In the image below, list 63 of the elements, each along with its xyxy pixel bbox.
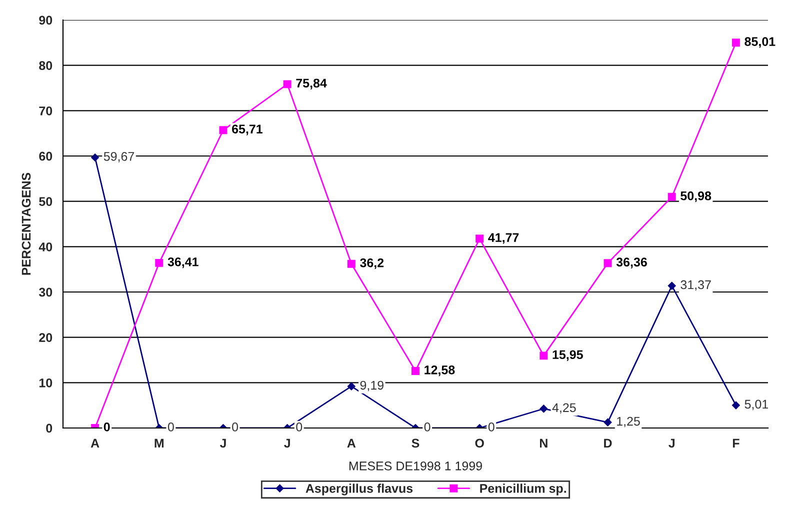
y-tick-label: 0	[46, 424, 52, 433]
data-label: 0	[104, 422, 110, 432]
data-label: 85,01	[744, 37, 776, 48]
x-tick-label: J	[284, 438, 290, 448]
point	[668, 282, 676, 290]
point	[604, 418, 612, 426]
point	[412, 366, 420, 375]
data-label: 0	[232, 422, 238, 432]
data-label: 36,36	[616, 258, 647, 268]
data-label: 31,37	[680, 280, 711, 291]
x-tick-label: J	[220, 438, 226, 448]
point	[91, 154, 100, 162]
x-tick-label: F	[732, 438, 740, 448]
y-tick-label: 80	[39, 61, 52, 70]
y-tick-label: 60	[39, 152, 52, 161]
data-label: 36,2	[360, 258, 384, 270]
point	[219, 126, 228, 134]
x-tick-label: S	[412, 438, 420, 448]
data-label: 36,41	[168, 257, 198, 268]
data-label: 4,25	[552, 403, 576, 414]
y-tick-label: 30	[38, 288, 52, 297]
point	[476, 234, 484, 243]
y-tick-label: 20	[39, 333, 52, 342]
data-label: 0	[488, 422, 494, 432]
legend-label: Penicillium sp.	[480, 484, 566, 496]
data-label: 12,58	[424, 365, 455, 376]
point	[732, 401, 740, 410]
x-tick-label: M	[154, 438, 164, 448]
y-axis-title: PERCENTAGENS	[22, 172, 31, 275]
x-tick-label: A	[90, 438, 100, 448]
point	[347, 260, 356, 268]
data-label: 59,67	[104, 152, 134, 162]
x-tick-label: J	[668, 438, 674, 448]
x-tick-label: N	[540, 438, 548, 448]
point	[668, 192, 676, 201]
x-axis-title: MESES DE1998 1 1999	[349, 462, 482, 470]
data-label: 15,95	[552, 350, 583, 361]
x-tick-label: O	[475, 438, 484, 448]
data-label: 41,77	[488, 233, 519, 244]
data-label: 5,01	[744, 400, 768, 410]
point	[540, 352, 548, 360]
data-label: 0	[168, 422, 174, 432]
y-tick-label: 90	[39, 16, 52, 25]
data-label: 65,71	[232, 124, 262, 136]
x-tick-label: A	[347, 438, 356, 448]
point	[347, 382, 356, 390]
point	[540, 404, 548, 413]
data-label: 75,84	[296, 78, 327, 90]
y-tick-label: 40	[38, 242, 52, 252]
data-label: 0	[424, 422, 430, 432]
y-tick-label: 10	[39, 378, 52, 388]
y-tick-label: 50	[39, 197, 52, 206]
data-label: 1,25	[617, 416, 640, 428]
x-tick-label: D	[604, 438, 612, 448]
point	[732, 38, 740, 47]
y-tick-label: 70	[39, 106, 52, 116]
legend-label: Aspergillus flavus	[306, 484, 413, 496]
point	[604, 259, 612, 268]
point	[155, 258, 164, 267]
data-label: 0	[296, 422, 302, 432]
data-label: 9,19	[360, 380, 384, 392]
data-label: 50,98	[680, 191, 712, 202]
point	[283, 80, 292, 88]
